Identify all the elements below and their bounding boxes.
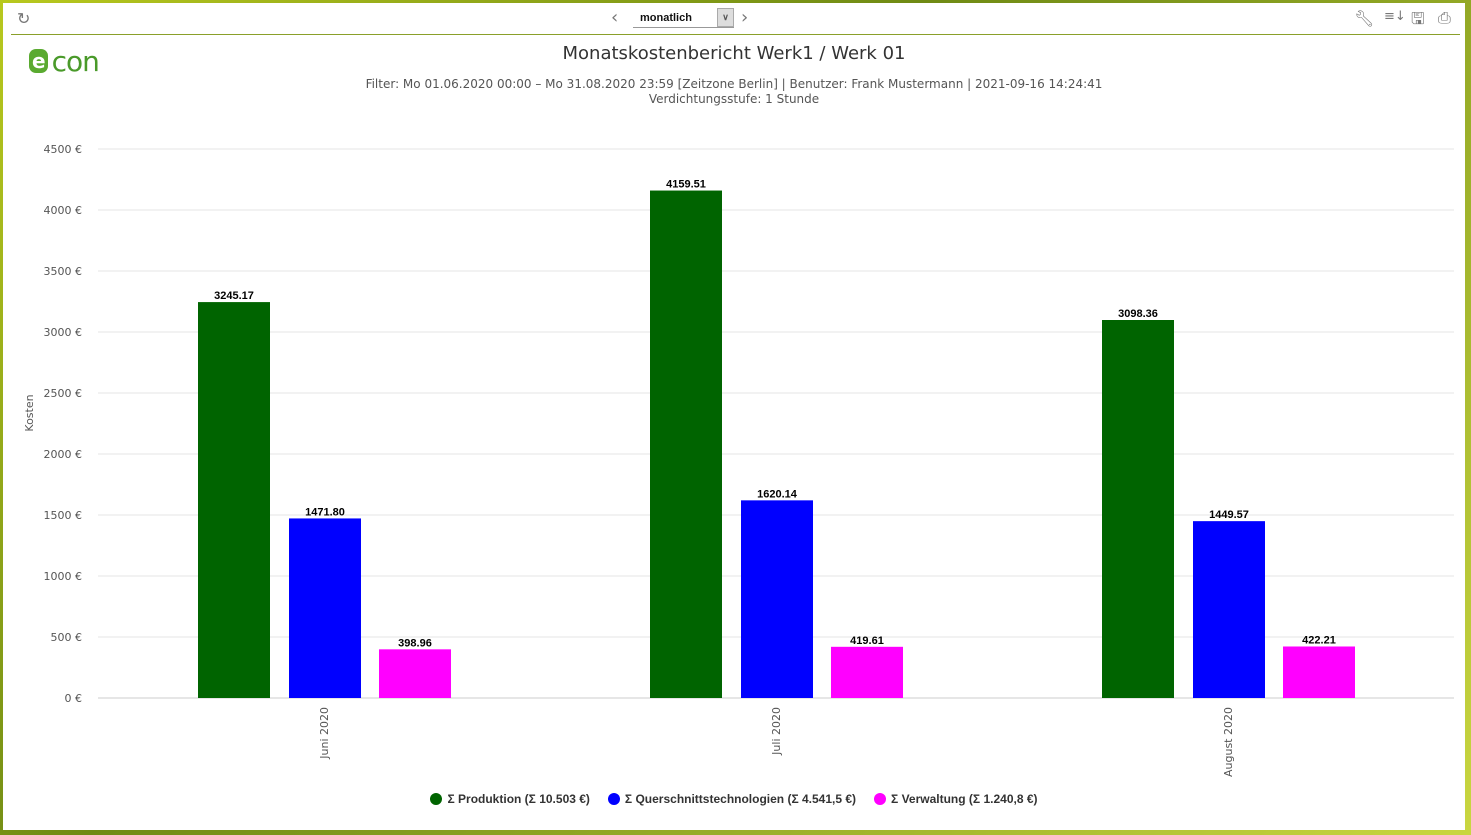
chevron-left-icon[interactable]: ‹ [611, 7, 619, 28]
legend-item[interactable]: Σ Querschnittstechnologien (Σ 4.541,5 €) [607, 792, 857, 806]
data-label: 1471.80 [305, 506, 345, 518]
data-label: 1620.14 [757, 488, 798, 500]
report-window: ↻ ‹ monatlich ∨ › 🔧︎ ≡↓ 🖫 ⎙ e con Monatsko… [3, 3, 1465, 830]
aggregation-info: Verdichtungsstufe: 1 Stunde [648, 92, 820, 106]
legend-label: Σ Produktion (Σ 10.503 €) [447, 792, 590, 806]
y-axis-label: Kosten [23, 394, 36, 431]
x-tick-label: August 2020 [1222, 707, 1235, 777]
toolbar: ↻ ‹ monatlich ∨ › 🔧︎ ≡↓ 🖫 ⎙ [11, 3, 1460, 35]
bar [831, 646, 903, 698]
sort-icon[interactable]: ≡↓ [1384, 9, 1406, 24]
legend-label: Σ Verwaltung (Σ 1.240,8 €) [891, 792, 1038, 806]
data-label: 4159.51 [666, 179, 706, 191]
legend-item[interactable]: Σ Produktion (Σ 10.503 €) [430, 792, 590, 806]
econ-logo: e con [29, 45, 100, 78]
print-icon[interactable]: ⎙ [1438, 8, 1451, 27]
legend-item[interactable]: Σ Verwaltung (Σ 1.240,8 €) [874, 792, 1038, 806]
y-tick-label: 2500 € [44, 387, 83, 400]
x-tick-label: Juli 2020 [770, 707, 783, 756]
data-label: 419.61 [850, 635, 884, 647]
bar [289, 518, 361, 698]
bar [379, 649, 451, 698]
bar [741, 500, 813, 698]
bar [650, 190, 722, 698]
y-tick-label: 500 € [51, 631, 83, 644]
bar-chart: 0 € 500 € 1000 € 1500 € 2000 € 2500 € 3000 € 35… [23, 143, 1454, 777]
y-tick-label: 4500 € [44, 143, 83, 156]
data-label: 1449.57 [1209, 509, 1249, 521]
y-tick-label: 4000 € [44, 204, 83, 217]
chevron-right-icon[interactable]: › [741, 7, 749, 28]
legend: Σ Produktion (Σ 10.503 €) Σ Querschnittst… [3, 792, 1465, 806]
page-title: Monatskostenbericht Werk1 / Werk 01 [562, 43, 906, 64]
period-select[interactable]: monatlich ∨ [633, 8, 734, 28]
y-tick-label: 3500 € [44, 265, 83, 278]
y-tick-label: 2000 € [44, 448, 83, 461]
bar [198, 302, 270, 698]
save-icon[interactable]: 🖫 [1411, 9, 1425, 28]
bar [1193, 521, 1265, 698]
legend-marker-icon [607, 793, 620, 805]
y-tick-label: 1500 € [44, 509, 83, 522]
period-select-value: monatlich [640, 12, 692, 24]
y-tick-label: 0 € [65, 692, 83, 705]
chevron-down-icon[interactable]: ∨ [717, 8, 734, 27]
legend-marker-icon [430, 793, 443, 805]
bar [1102, 320, 1174, 698]
data-label: 422.21 [1302, 634, 1336, 646]
legend-marker-icon [874, 793, 887, 805]
wrench-icon[interactable]: 🔧︎ [1354, 9, 1375, 28]
y-tick-label: 3000 € [44, 326, 83, 339]
report-subtitle: Filter: Mo 01.06.2020 00:00 – Mo 31.08.2… [3, 77, 1465, 107]
data-label: 3098.36 [1118, 308, 1158, 320]
bar [1283, 646, 1355, 698]
y-tick-label: 1000 € [44, 570, 83, 583]
refresh-icon[interactable]: ↻ [17, 9, 31, 28]
legend-label: Σ Querschnittstechnologien (Σ 4.541,5 €) [624, 792, 857, 806]
data-label: 3245.17 [214, 290, 254, 302]
data-label: 398.96 [398, 637, 432, 649]
filter-info: Filter: Mo 01.06.2020 00:00 – Mo 31.08.2… [365, 77, 1103, 91]
x-tick-label: Juni 2020 [318, 707, 331, 760]
